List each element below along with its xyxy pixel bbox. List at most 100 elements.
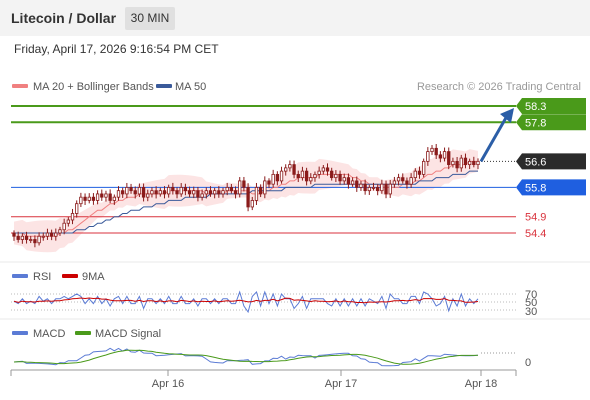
candle <box>150 187 154 198</box>
candle <box>41 232 45 241</box>
candle-body <box>12 232 16 237</box>
timeframe-selector[interactable]: 30 MIN <box>125 7 175 30</box>
candle-body <box>405 180 409 185</box>
level-tag-text-56.6: 56.6 <box>525 156 546 168</box>
legend: MA 20 + Bollinger Bands MA 50 Research ©… <box>12 81 581 93</box>
candle <box>330 167 334 181</box>
level-label-54.9: 54.9 <box>525 212 546 224</box>
candle <box>187 186 192 198</box>
candle <box>430 145 434 155</box>
candle-body <box>104 193 108 198</box>
ma50-legend-swatch <box>156 84 172 88</box>
ma20-line <box>14 160 478 237</box>
candle-body <box>476 160 480 166</box>
level-tags: 58.3 57.8 56.6 55.8 54.9 54.4 <box>516 98 586 240</box>
candle <box>183 183 188 196</box>
candle <box>45 228 50 240</box>
candle-body <box>175 190 179 195</box>
instrument-title: Litecoin / Dollar <box>11 10 117 26</box>
candle <box>346 173 351 189</box>
candle <box>455 156 459 173</box>
rsi-lines <box>13 290 479 314</box>
candle <box>66 217 70 227</box>
candle-body <box>451 160 455 166</box>
candle <box>313 171 317 182</box>
candle <box>196 186 200 202</box>
level-label-54.4: 54.4 <box>525 228 546 240</box>
candle-body <box>200 193 204 198</box>
candle <box>179 183 183 197</box>
candle <box>37 232 41 246</box>
candle-body <box>179 187 183 195</box>
ma20-legend-label: MA 20 + Bollinger Bands <box>33 81 154 93</box>
candle-body <box>388 183 392 195</box>
candle <box>212 187 217 199</box>
macd-signal-line <box>13 349 479 365</box>
candle <box>141 183 146 202</box>
candle <box>100 189 104 201</box>
candle <box>87 193 91 204</box>
candle <box>463 153 468 169</box>
candle <box>154 186 158 199</box>
candle <box>317 166 321 179</box>
candle-body <box>459 157 463 169</box>
candle <box>476 158 480 170</box>
candle-body <box>267 180 271 185</box>
candle-body <box>238 180 242 195</box>
macd-legend-label: MACD <box>33 328 65 340</box>
candle <box>334 170 338 183</box>
candle <box>24 231 29 244</box>
candle <box>217 186 221 198</box>
candle-body <box>37 235 41 244</box>
candle-body <box>292 164 296 175</box>
candle-body <box>204 190 208 195</box>
candle-body <box>359 183 363 188</box>
rsi-level-30-label: 30 <box>525 306 537 318</box>
candle-body <box>300 170 305 179</box>
candle-body <box>187 190 192 195</box>
macd-panel: MACD MACD Signal 0 <box>12 328 531 369</box>
candle <box>359 181 363 191</box>
x-axis: Apr 16 Apr 17 Apr 18 <box>10 369 517 390</box>
candle <box>54 228 58 241</box>
candle-body <box>275 173 280 182</box>
candle-body <box>242 180 246 188</box>
candle <box>167 184 171 198</box>
candle <box>221 187 225 198</box>
candle-body <box>296 173 300 179</box>
rsi-ma-legend-swatch <box>62 274 78 278</box>
candle <box>258 184 263 198</box>
candle <box>396 173 401 186</box>
candle <box>438 151 443 163</box>
macd-zero-label: 0 <box>525 357 531 369</box>
candle-body <box>29 239 33 241</box>
candle-body <box>367 187 371 192</box>
candle-body <box>321 167 325 172</box>
candle <box>304 167 309 186</box>
candle-body <box>108 193 112 201</box>
candle <box>296 170 300 183</box>
rsi-line <box>13 290 479 314</box>
candle <box>133 186 137 199</box>
candle-body <box>24 235 29 240</box>
candle <box>104 190 108 202</box>
candle <box>442 147 447 162</box>
candle-body <box>75 203 79 214</box>
candle-body <box>116 190 121 198</box>
candle <box>158 187 162 197</box>
candle-body <box>233 190 238 195</box>
candle <box>267 178 271 189</box>
candle-body <box>342 177 346 182</box>
candle-body <box>87 196 91 201</box>
candle <box>20 233 25 244</box>
candle-body <box>45 232 50 237</box>
candle <box>376 184 380 196</box>
candle-body <box>288 164 292 169</box>
candle-body <box>396 177 401 182</box>
candle-body <box>325 167 330 172</box>
candle <box>121 187 125 198</box>
candle-body <box>49 232 54 237</box>
candle <box>417 166 422 179</box>
candle-body <box>83 196 87 201</box>
candle <box>91 193 96 205</box>
